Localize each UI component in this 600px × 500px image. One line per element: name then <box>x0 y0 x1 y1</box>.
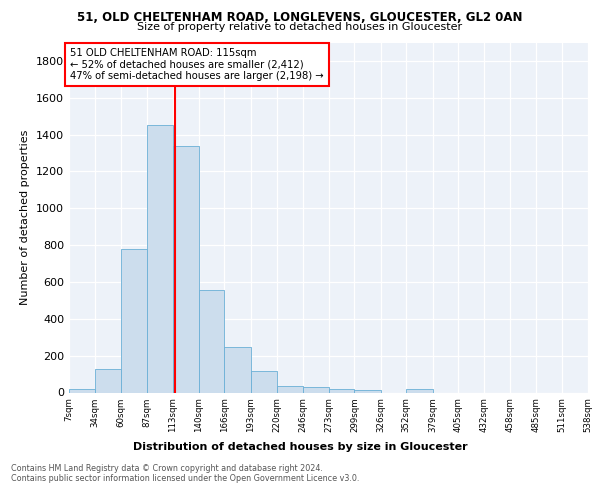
Text: 51 OLD CHELTENHAM ROAD: 115sqm
← 52% of detached houses are smaller (2,412)
47% : 51 OLD CHELTENHAM ROAD: 115sqm ← 52% of … <box>70 48 323 81</box>
Y-axis label: Number of detached properties: Number of detached properties <box>20 130 31 305</box>
Text: Contains HM Land Registry data © Crown copyright and database right 2024.
Contai: Contains HM Land Registry data © Crown c… <box>11 464 359 483</box>
Bar <box>302 388 329 392</box>
Bar <box>95 368 121 392</box>
Bar <box>224 347 251 393</box>
Bar <box>355 390 381 392</box>
Bar <box>406 389 433 392</box>
Bar <box>173 146 199 392</box>
Bar <box>329 389 355 392</box>
Bar <box>199 290 224 392</box>
Bar <box>251 372 277 392</box>
Bar <box>121 249 147 392</box>
Bar <box>69 389 95 392</box>
Text: Size of property relative to detached houses in Gloucester: Size of property relative to detached ho… <box>137 22 463 32</box>
Text: 51, OLD CHELTENHAM ROAD, LONGLEVENS, GLOUCESTER, GL2 0AN: 51, OLD CHELTENHAM ROAD, LONGLEVENS, GLO… <box>77 11 523 24</box>
Bar <box>277 386 302 392</box>
Bar <box>147 126 173 392</box>
Text: Distribution of detached houses by size in Gloucester: Distribution of detached houses by size … <box>133 442 467 452</box>
